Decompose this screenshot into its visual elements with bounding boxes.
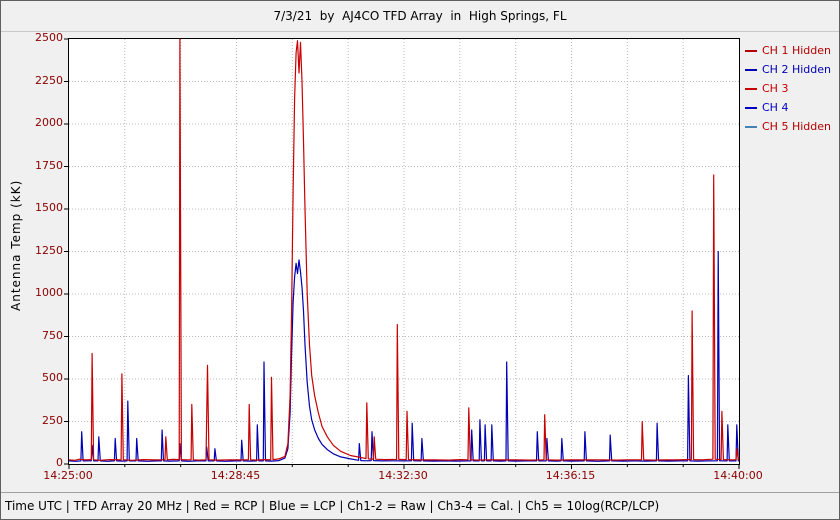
x-tick-label: 14:28:45 [210, 469, 261, 482]
legend-label: CH 5 Hidden [762, 120, 831, 133]
legend-item-ch-4[interactable]: CH 4 [745, 98, 831, 117]
y-tick-label: 1000 [35, 286, 63, 299]
legend-line-swatch [745, 106, 757, 109]
trace-ch-4 [68, 250, 739, 462]
x-tick-label: 14:25:00 [43, 469, 93, 482]
chart-title: 7/3/21 by AJ4CO TFD Array in High Spring… [273, 9, 567, 23]
y-tick-label: 1250 [35, 243, 63, 257]
y-tick-label: 1750 [35, 158, 63, 172]
chart-legend: CH 1 Hidden CH 2 Hidden CH 3 CH 4 CH 5 Hidde… [745, 41, 831, 136]
status-bar: Time UTC | TFD Array 20 MHz | Red = RCP … [1, 492, 839, 519]
x-tick-label: 14:32:30 [378, 469, 428, 482]
x-tick-label: 14:36:15 [545, 469, 596, 482]
legend-line-swatch [745, 49, 757, 52]
legend-item-ch-3[interactable]: CH 3 [745, 79, 831, 98]
chart-plot-area [64, 38, 740, 469]
y-tick-label: 1500 [35, 201, 63, 214]
trace-ch-3 [68, 38, 739, 461]
legend-line-swatch [745, 87, 757, 90]
legend-label: CH 3 [762, 82, 789, 95]
x-tick-label: 14:40:00 [713, 469, 763, 482]
y-tick-label: 500 [42, 371, 63, 384]
legend-line-swatch [745, 125, 757, 128]
y-tick-label: 2000 [35, 116, 63, 129]
y-tick-label: 0 [56, 456, 63, 469]
legend-item-ch-2-hidden[interactable]: CH 2 Hidden [745, 60, 831, 79]
y-tick-label: 2250 [35, 73, 63, 87]
legend-line-swatch [745, 68, 757, 71]
legend-item-ch-5-hidden[interactable]: CH 5 Hidden [745, 117, 831, 136]
y-tick-label: 2500 [35, 31, 63, 44]
legend-label: CH 4 [762, 101, 789, 114]
y-tick-label: 750 [42, 328, 63, 342]
title-band: 7/3/21 by AJ4CO TFD Array in High Spring… [1, 1, 839, 32]
legend-label: CH 1 Hidden [762, 44, 831, 57]
legend-item-ch-1-hidden[interactable]: CH 1 Hidden [745, 41, 831, 60]
legend-label: CH 2 Hidden [762, 63, 831, 76]
y-tick-label: 250 [42, 413, 63, 427]
